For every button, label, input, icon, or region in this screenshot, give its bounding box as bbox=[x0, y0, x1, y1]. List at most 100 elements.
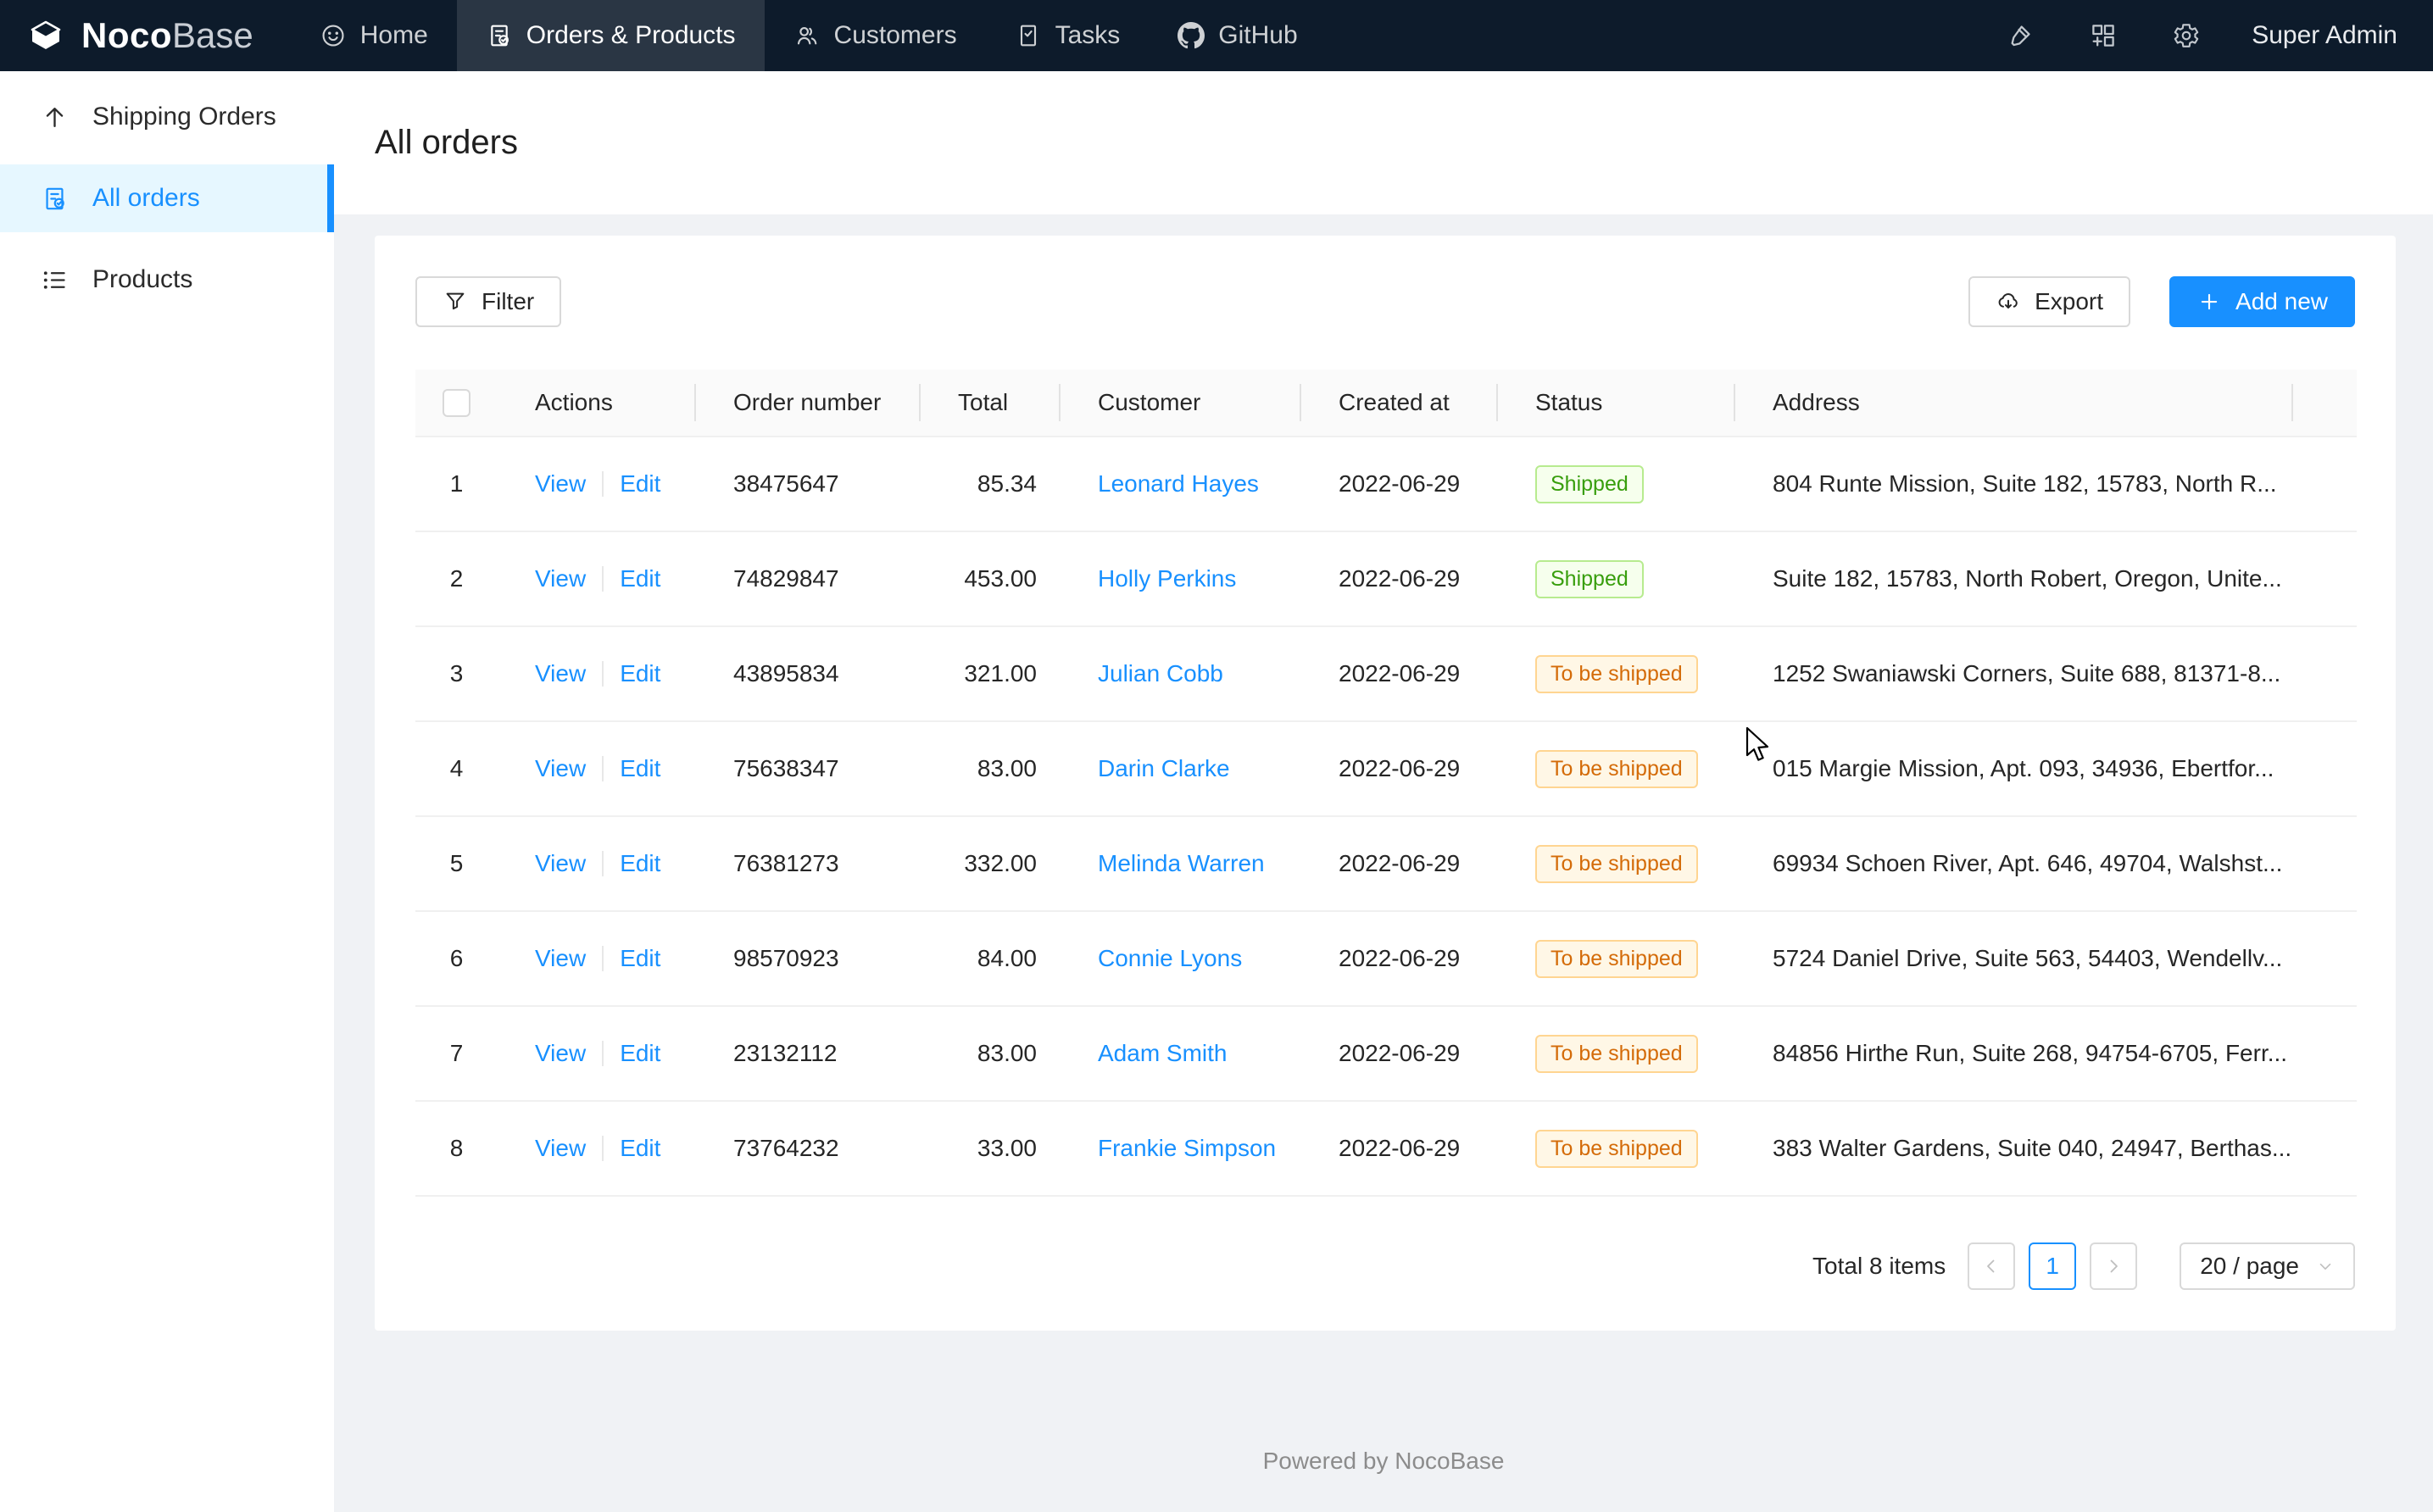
customer-link[interactable]: Darin Clarke bbox=[1098, 755, 1230, 781]
table-toolbar: Filter Export bbox=[415, 276, 2355, 327]
created-at-cell: 2022-06-29 bbox=[1301, 436, 1498, 531]
home-smiley-icon bbox=[320, 22, 347, 49]
page-size-select[interactable]: 20 / page bbox=[2180, 1242, 2355, 1290]
status-cell: Shipped bbox=[1498, 436, 1735, 531]
edit-link[interactable]: Edit bbox=[620, 850, 660, 876]
column-header-customer: Customer bbox=[1061, 370, 1301, 436]
plus-icon bbox=[2196, 289, 2222, 314]
view-link[interactable]: View bbox=[535, 565, 586, 592]
customer-link[interactable]: Adam Smith bbox=[1098, 1040, 1228, 1066]
customer-link[interactable]: Connie Lyons bbox=[1098, 945, 1242, 971]
pagination-next-button[interactable] bbox=[2090, 1242, 2137, 1290]
view-link[interactable]: View bbox=[535, 755, 586, 781]
select-all-checkbox[interactable] bbox=[443, 389, 470, 417]
customers-people-icon bbox=[793, 22, 821, 49]
edit-link[interactable]: Edit bbox=[620, 1135, 660, 1161]
pagination-page-1[interactable]: 1 bbox=[2029, 1242, 2076, 1290]
export-button[interactable]: Export bbox=[1968, 276, 2130, 327]
status-badge: To be shipped bbox=[1535, 655, 1698, 693]
row-index: 1 bbox=[415, 436, 498, 531]
table-row: 5 ViewEdit 76381273 332.00 Melinda Warre… bbox=[415, 816, 2357, 911]
status-cell: Shipped bbox=[1498, 531, 1735, 626]
pagination-prev-button[interactable] bbox=[1968, 1242, 2015, 1290]
action-divider bbox=[602, 756, 604, 781]
arrow-up-icon bbox=[41, 103, 69, 131]
page-title: All orders bbox=[375, 124, 518, 162]
sidebar-item-shipping-orders[interactable]: Shipping Orders bbox=[0, 83, 334, 151]
status-badge: Shipped bbox=[1535, 465, 1644, 503]
view-link[interactable]: View bbox=[535, 1135, 586, 1161]
sidebar-item-products[interactable]: Products bbox=[0, 246, 334, 314]
nav-tab-home[interactable]: Home bbox=[291, 0, 457, 71]
row-index: 6 bbox=[415, 911, 498, 1006]
table-row: 7 ViewEdit 23132112 83.00 Adam Smith 202… bbox=[415, 1006, 2357, 1101]
view-link[interactable]: View bbox=[535, 945, 586, 971]
ui-editor-highlighter-icon[interactable] bbox=[1979, 0, 2062, 71]
add-new-button[interactable]: Add new bbox=[2169, 276, 2355, 327]
sidebar-item-all-orders[interactable]: All orders bbox=[0, 164, 334, 232]
view-link[interactable]: View bbox=[535, 470, 586, 497]
plugin-blocks-add-icon[interactable] bbox=[2062, 0, 2145, 71]
pagination: Total 8 items 1 bbox=[415, 1242, 2355, 1290]
nav-tab-github[interactable]: GitHub bbox=[1149, 0, 1326, 71]
created-at-cell: 2022-06-29 bbox=[1301, 626, 1498, 721]
nav-tab-customers[interactable]: Customers bbox=[765, 0, 986, 71]
logo-text-light: Base bbox=[172, 15, 253, 55]
total-cell: 453.00 bbox=[921, 531, 1061, 626]
created-at-cell: 2022-06-29 bbox=[1301, 721, 1498, 816]
created-at-cell: 2022-06-29 bbox=[1301, 911, 1498, 1006]
order-number-cell: 98570923 bbox=[696, 911, 921, 1006]
column-header-empty bbox=[2293, 370, 2357, 436]
edit-link[interactable]: Edit bbox=[620, 1040, 660, 1066]
customer-cell: Connie Lyons bbox=[1061, 911, 1301, 1006]
table-row: 6 View Edit 98570923 84.00 Connie Lyons 2… bbox=[415, 911, 2357, 1006]
cloud-download-icon bbox=[1996, 289, 2021, 314]
sidebar: Shipping Orders All orders Products bbox=[0, 71, 334, 1512]
view-link[interactable]: View bbox=[535, 850, 586, 876]
created-at-cell: 2022-06-29 bbox=[1301, 1006, 1498, 1101]
nav-tab-tasks[interactable]: Tasks bbox=[986, 0, 1150, 71]
view-link[interactable]: View bbox=[535, 660, 586, 687]
edit-link[interactable]: Edit bbox=[620, 660, 660, 687]
order-number-cell: 38475647 bbox=[696, 436, 921, 531]
row-actions: View Edit bbox=[498, 911, 696, 1006]
order-number-cell: 73764232 bbox=[696, 1101, 921, 1196]
action-divider bbox=[602, 566, 604, 592]
user-menu[interactable]: Super Admin bbox=[2252, 21, 2397, 50]
settings-gear-icon[interactable] bbox=[2145, 0, 2228, 71]
action-divider bbox=[602, 851, 604, 876]
nocobase-logo[interactable]: NocoBase bbox=[0, 0, 291, 71]
customer-link[interactable]: Holly Perkins bbox=[1098, 565, 1236, 592]
row-index: 5 bbox=[415, 816, 498, 911]
customer-link[interactable]: Melinda Warren bbox=[1098, 850, 1265, 876]
address-cell: 015 Margie Mission, Apt. 093, 34936, Ebe… bbox=[1735, 721, 2293, 816]
empty-cell bbox=[2293, 626, 2357, 721]
table-row: 8 ViewEdit 73764232 33.00 Frankie Simpso… bbox=[415, 1101, 2357, 1196]
customer-cell: Frankie Simpson bbox=[1061, 1101, 1301, 1196]
orders-document-icon bbox=[486, 22, 513, 49]
table-body: 1 ViewEdit 38475647 85.34 Leonard Hayes … bbox=[415, 436, 2357, 1196]
filter-button[interactable]: Filter bbox=[415, 276, 561, 327]
total-cell: 83.00 bbox=[921, 721, 1061, 816]
row-actions: View Edit bbox=[498, 531, 696, 626]
edit-link[interactable]: Edit bbox=[620, 945, 660, 971]
edit-link[interactable]: Edit bbox=[620, 755, 660, 781]
view-link[interactable]: View bbox=[535, 1040, 586, 1066]
edit-link[interactable]: Edit bbox=[620, 565, 660, 592]
pagination-total: Total 8 items bbox=[1812, 1253, 1946, 1280]
empty-cell bbox=[2293, 1006, 2357, 1101]
nav-tab-orders-products[interactable]: Orders & Products bbox=[457, 0, 765, 71]
empty-cell bbox=[2293, 1101, 2357, 1196]
table-row: 4 ViewEdit 75638347 83.00 Darin Clarke 2… bbox=[415, 721, 2357, 816]
customer-link[interactable]: Leonard Hayes bbox=[1098, 470, 1259, 497]
total-cell: 84.00 bbox=[921, 911, 1061, 1006]
customer-link[interactable]: Frankie Simpson bbox=[1098, 1135, 1276, 1161]
nocobase-logo-icon bbox=[25, 15, 66, 56]
customer-link[interactable]: Julian Cobb bbox=[1098, 660, 1223, 687]
column-header-address: Address bbox=[1735, 370, 2293, 436]
orders-document-icon bbox=[41, 185, 69, 213]
status-badge: To be shipped bbox=[1535, 1130, 1698, 1168]
row-actions: View Edit bbox=[498, 816, 696, 911]
action-divider bbox=[602, 1041, 604, 1066]
edit-link[interactable]: Edit bbox=[620, 470, 660, 497]
